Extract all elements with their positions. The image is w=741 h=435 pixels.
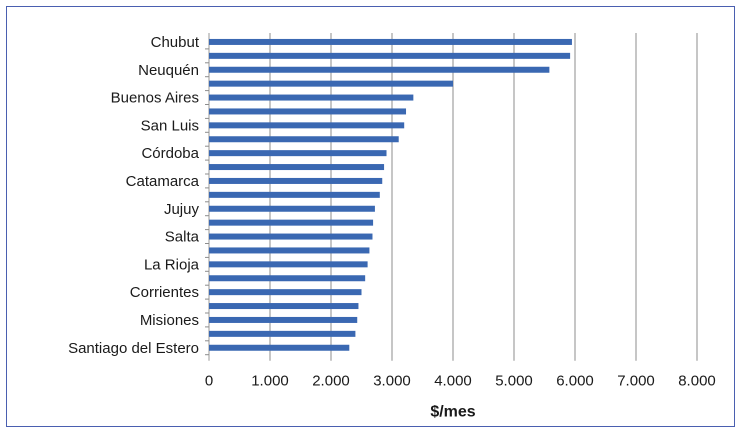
category-label: San Luis (141, 117, 199, 134)
bar-chart: Chubut Neuquén Buenos Aires San Luis Córdoba… (68, 33, 716, 421)
bar (209, 80, 453, 87)
bars (209, 38, 572, 351)
category-label: Santiago del Estero (68, 340, 199, 357)
x-tick-label: 2.000 (312, 373, 350, 390)
x-tick-labels: 0 1.000 2.000 3.000 4.000 5.000 6.000 7.000 8.00… (205, 373, 716, 390)
bar (209, 275, 366, 282)
bar (209, 191, 380, 198)
bar (209, 136, 399, 143)
bar (209, 52, 571, 59)
bar (209, 261, 368, 268)
bar (209, 247, 370, 254)
x-tick-label: 5.000 (495, 373, 533, 390)
bar (209, 66, 550, 73)
category-label: Chubut (151, 34, 200, 51)
bar (209, 205, 375, 212)
x-tick-label: 7.000 (617, 373, 655, 390)
category-label: Corrientes (130, 284, 199, 301)
category-label: Buenos Aires (111, 90, 199, 107)
x-tick-label: 1.000 (251, 373, 289, 390)
category-label: Neuquén (138, 62, 199, 79)
bar (209, 303, 359, 310)
category-label: Salta (165, 229, 200, 246)
x-tick-label: 3.000 (373, 373, 411, 390)
category-label: Córdoba (141, 145, 199, 162)
bar (209, 177, 383, 184)
gridlines (205, 33, 698, 361)
x-axis-label: $/mes (430, 404, 475, 421)
bar (209, 289, 362, 296)
category-label: La Rioja (144, 256, 200, 273)
x-tick-label: 6.000 (556, 373, 594, 390)
bar (209, 38, 572, 45)
bar (209, 330, 356, 337)
bar (209, 150, 387, 157)
category-label: Jujuy (164, 201, 200, 218)
bar (209, 316, 358, 323)
bar (209, 344, 350, 351)
bar (209, 122, 405, 129)
x-tick-label: 4.000 (434, 373, 472, 390)
chart-frame: Chubut Neuquén Buenos Aires San Luis Córdoba… (6, 6, 735, 427)
category-labels: Chubut Neuquén Buenos Aires San Luis Córdoba… (68, 34, 200, 357)
bar (209, 94, 414, 101)
category-label: Catamarca (126, 173, 200, 190)
category-label: Misiones (140, 312, 199, 329)
x-tick-label: 8.000 (678, 373, 716, 390)
bar (209, 219, 374, 226)
x-tick-label: 0 (205, 373, 213, 390)
bar (209, 233, 373, 240)
bar (209, 164, 385, 171)
bar (209, 108, 407, 115)
